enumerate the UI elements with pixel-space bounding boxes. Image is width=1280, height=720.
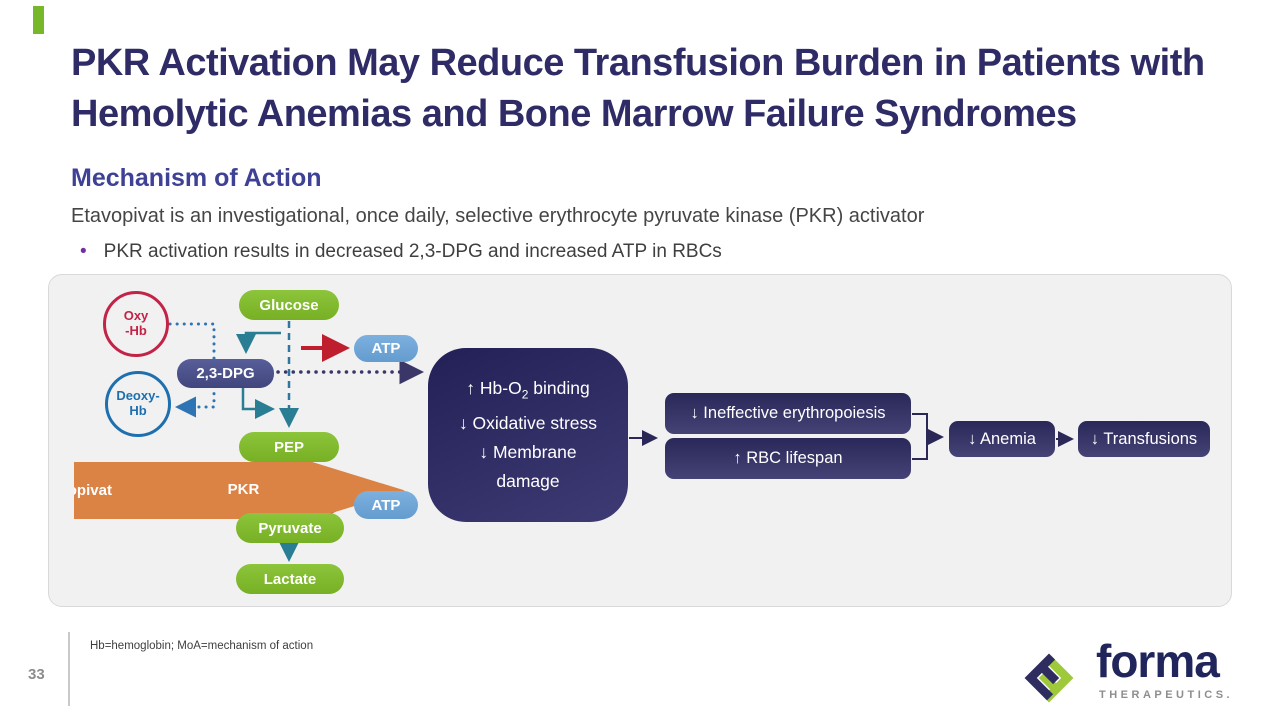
intro-text: Etavopivat is an investigational, once d… bbox=[71, 205, 925, 227]
slide-title: PKR Activation May Reduce Transfusion Bu… bbox=[71, 38, 1221, 140]
bullet-item: • PKR activation results in decreased 2,… bbox=[80, 241, 722, 263]
node-2-3-dpg: 2,3-DPG bbox=[177, 359, 274, 388]
effect-hb-o2-binding: ↑ Hb-O2 binding bbox=[466, 374, 589, 410]
forma-therapeutics-logo: forma THERAPEUTICS. bbox=[1008, 635, 1238, 716]
diagram-connectors bbox=[168, 321, 1074, 562]
footnote: Hb=hemoglobin; MoA=mechanism of action bbox=[90, 640, 314, 652]
section-heading: Mechanism of Action bbox=[71, 164, 322, 192]
node-atp-top: ATP bbox=[354, 335, 418, 362]
effect-line1-text: ↑ Hb-O bbox=[466, 377, 522, 398]
node-glucose: Glucose bbox=[239, 290, 339, 320]
node-transfusions: ↓ Transfusions bbox=[1078, 421, 1210, 457]
node-atp-bottom: ATP bbox=[354, 491, 418, 519]
effect-line1-suffix: binding bbox=[528, 377, 590, 398]
node-ineffective-erythropoiesis: ↓ Ineffective erythropoiesis bbox=[665, 393, 911, 434]
bracket-outcomes bbox=[912, 413, 928, 460]
node-rbc-lifespan: ↑ RBC lifespan bbox=[665, 438, 911, 479]
oxy-hb-line2: -Hb bbox=[125, 323, 147, 338]
effect-oxidative-stress: ↓ Oxidative stress bbox=[458, 413, 598, 434]
node-pyruvate: Pyruvate bbox=[236, 513, 344, 543]
footer-divider bbox=[68, 632, 70, 706]
slide-title-line2: Hemolytic Anemias and Bone Marrow Failur… bbox=[71, 93, 1077, 135]
effect-membrane-line1: ↓ Membrane bbox=[479, 442, 577, 463]
logo-wordmark: forma bbox=[1096, 635, 1220, 687]
node-cellular-effects: ↑ Hb-O2 binding ↓ Oxidative stress ↓ Mem… bbox=[428, 348, 628, 522]
arrow-dpg-to-glycolysis bbox=[241, 388, 275, 419]
page-number: 33 bbox=[28, 666, 45, 683]
bullet-text: PKR activation results in decreased 2,3-… bbox=[103, 241, 722, 262]
effect-line1-subscript: 2 bbox=[521, 387, 529, 402]
node-pep: PEP bbox=[239, 432, 339, 462]
slide-title-line1: PKR Activation May Reduce Transfusion Bu… bbox=[71, 42, 1205, 84]
oxy-hb-line1: Oxy bbox=[123, 308, 149, 324]
node-lactate: Lactate bbox=[236, 564, 344, 594]
slide-accent-bar bbox=[33, 6, 44, 34]
deoxy-hb-line2: Hb bbox=[129, 403, 147, 418]
effect-membrane-line2: damage bbox=[496, 471, 560, 492]
arrow-glycolysis-to-dpg bbox=[236, 331, 281, 354]
deoxy-hb-line1: Deoxy- bbox=[116, 388, 160, 404]
node-deoxy-hb: Deoxy- Hb bbox=[105, 371, 171, 437]
logo-subtext: THERAPEUTICS. bbox=[1099, 689, 1234, 701]
bullet-icon: • bbox=[80, 241, 87, 262]
node-oxy-hb: Oxy -Hb bbox=[103, 291, 169, 357]
mechanism-diagram-panel: Oxy -Hb Deoxy- Hb Glucose ATP 2,3-DPG PE… bbox=[48, 274, 1232, 607]
node-pkr: PKR bbox=[213, 475, 274, 504]
forma-logo-icon bbox=[1024, 653, 1074, 703]
node-anemia: ↓ Anemia bbox=[949, 421, 1055, 457]
